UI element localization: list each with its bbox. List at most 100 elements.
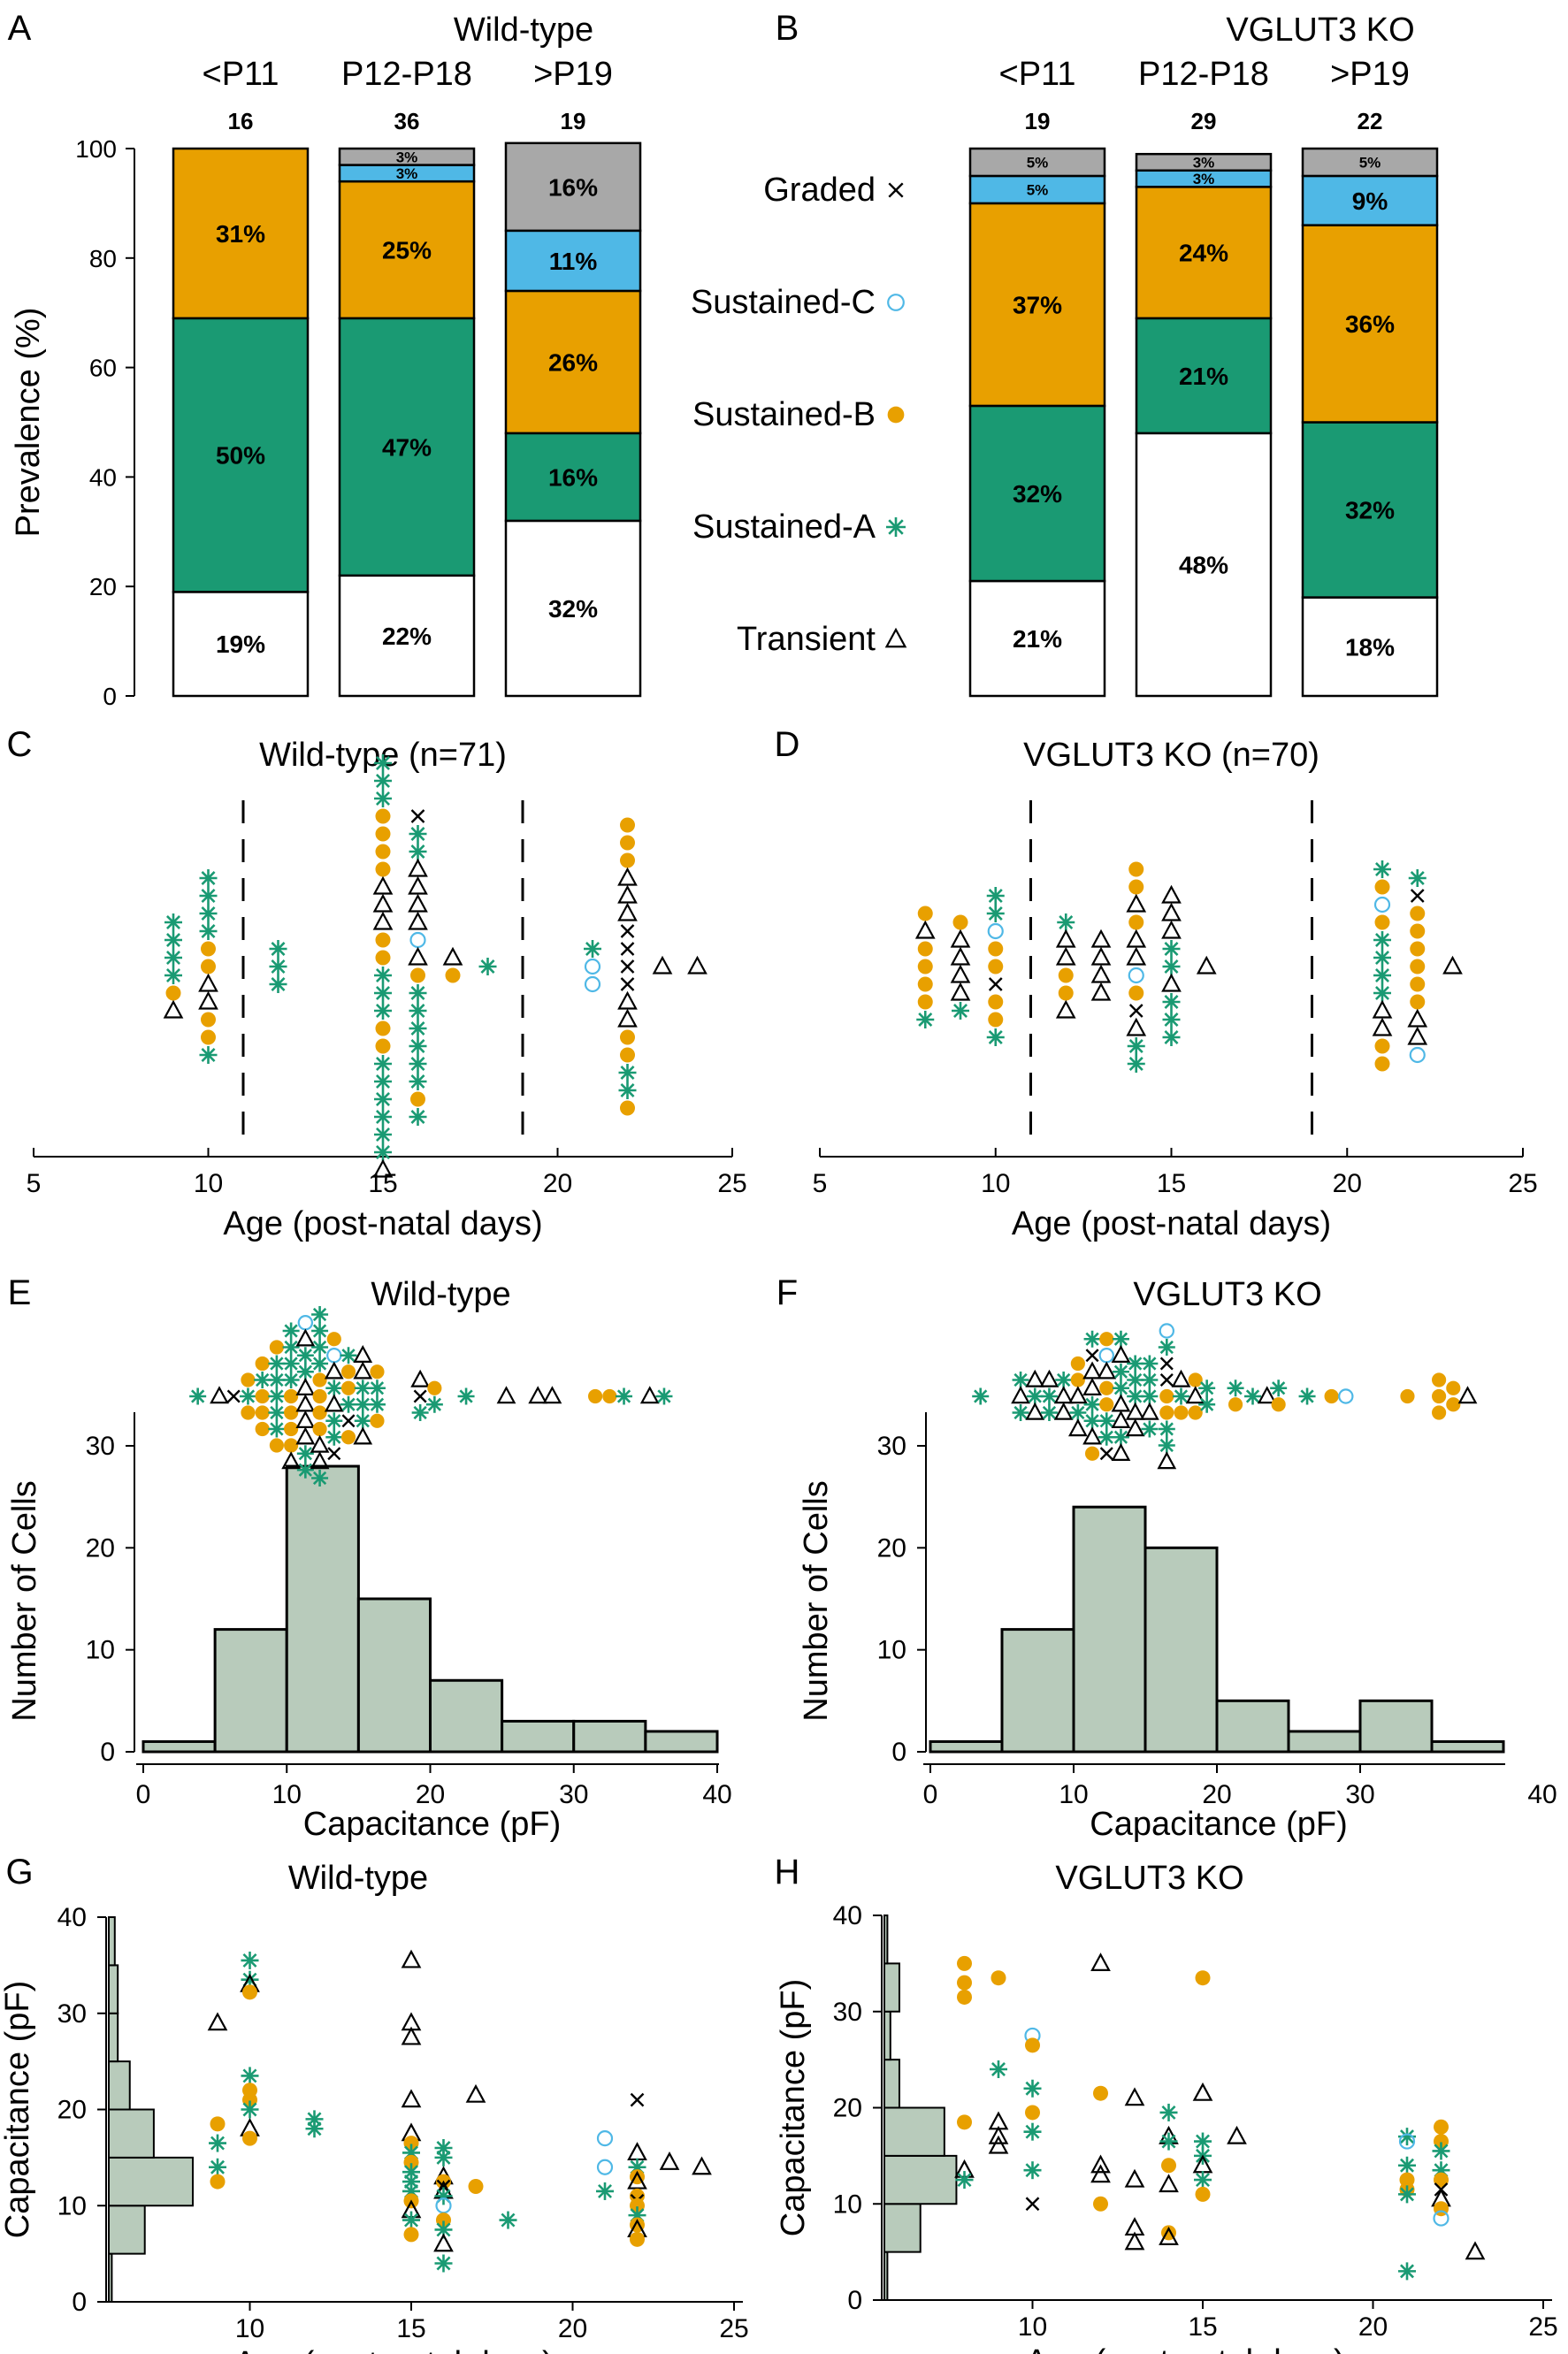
sustained-a-marker xyxy=(374,1108,392,1126)
sustained-a-marker xyxy=(1112,1380,1129,1397)
triangle-shape xyxy=(401,2089,422,2108)
triangle-shape xyxy=(401,2026,422,2045)
sustained-b-marker xyxy=(1324,1388,1339,1404)
dot-shape xyxy=(1374,879,1390,895)
sustained-a-marker xyxy=(434,2148,453,2167)
y-tick-label: 20 xyxy=(57,2096,87,2125)
asterisk-stroke xyxy=(1025,2124,1040,2139)
transient-marker xyxy=(687,955,708,974)
sustained-a-marker xyxy=(241,1951,259,1969)
dot-shape xyxy=(1446,1380,1461,1395)
asterisk-stroke xyxy=(312,1471,327,1486)
age-column xyxy=(269,940,287,993)
triangle-shape xyxy=(1126,893,1147,913)
segment-sustained-c xyxy=(968,174,1106,205)
marginal-histogram-bar xyxy=(883,2251,889,2301)
triangle-shape xyxy=(372,875,394,895)
y-tick-label: 0 xyxy=(891,1738,906,1767)
asterisk-stroke xyxy=(1272,1381,1286,1395)
marginal-histogram-bar xyxy=(108,2060,131,2111)
transient-marker xyxy=(950,946,971,966)
sustained-a-marker xyxy=(325,1428,343,1446)
marginal-histogram-bar xyxy=(883,1915,889,1965)
sustained-b-marker xyxy=(957,1975,972,1991)
panel-f-histogram: VGLUT3 KO 0 10 20 30 Number of Cells 0 10 20 30 40… xyxy=(798,1276,1557,1843)
segment-label: 21% xyxy=(1179,363,1228,390)
circle-shape xyxy=(887,294,905,311)
panel-b-stacked-bars: VGLUT3 KO <P11 19 21% 32% 37% 5% 5% P12-P18 29 48%… xyxy=(968,11,1439,698)
asterisk-stroke xyxy=(598,2183,612,2198)
sustained-b-marker xyxy=(375,950,391,966)
sustained-b-marker xyxy=(917,906,933,921)
segment-label: 26% xyxy=(548,348,598,376)
asterisk-stroke xyxy=(436,2256,451,2271)
graded-marker xyxy=(226,1389,241,1403)
asterisk-stroke xyxy=(1164,942,1179,956)
swarm-column xyxy=(639,1386,660,1404)
dot-shape xyxy=(917,906,933,921)
asterisk-stroke xyxy=(888,519,904,535)
sustained-b-marker xyxy=(1025,2037,1040,2053)
transient-marker xyxy=(627,2170,647,2190)
asterisk-stroke xyxy=(201,871,216,885)
sustained-b-marker xyxy=(1128,985,1144,1001)
dot-shape xyxy=(241,1372,256,1387)
dot-shape xyxy=(370,1364,385,1380)
asterisk-stroke xyxy=(370,1397,385,1411)
asterisk-stroke xyxy=(436,2150,451,2165)
dot-shape xyxy=(403,2227,419,2243)
cell-count: 19 xyxy=(1025,108,1051,134)
asterisk-stroke xyxy=(327,1414,341,1428)
asterisk-stroke xyxy=(410,1039,425,1053)
segment-label: 16% xyxy=(548,463,598,491)
sustained-a-marker xyxy=(374,967,392,984)
swarm-column xyxy=(1185,1372,1205,1420)
x-tick-label: 15 xyxy=(396,2314,425,2343)
segment-sustained-b xyxy=(172,147,310,320)
transient-marker xyxy=(1025,1402,1045,1420)
dot-shape xyxy=(269,1340,284,1355)
triangle-shape xyxy=(1192,2082,1213,2101)
sustained-b-marker xyxy=(1188,1405,1203,1420)
swarm-column xyxy=(1446,1380,1461,1412)
sustained-b-marker xyxy=(952,914,968,930)
asterisk-stroke xyxy=(620,1066,635,1080)
panel-label-g: G xyxy=(5,1853,33,1892)
graded-marker xyxy=(1128,1004,1143,1018)
triangle-shape xyxy=(1090,2164,1111,2183)
age-column xyxy=(163,913,184,1019)
sustained-a-marker xyxy=(955,2171,974,2190)
graded-marker xyxy=(620,942,635,956)
asterisk-stroke xyxy=(1375,968,1389,982)
transient-marker xyxy=(950,964,971,983)
dot-shape xyxy=(375,1038,391,1054)
asterisk-stroke xyxy=(356,1381,370,1395)
sustained-b-marker xyxy=(957,1989,972,2005)
cross-stroke xyxy=(327,1447,341,1461)
x-tick-label: 25 xyxy=(1528,2312,1557,2342)
scatter-points xyxy=(207,1949,712,2273)
sustained-b-marker xyxy=(370,1413,385,1428)
transient-marker xyxy=(163,999,184,1019)
asterisk-stroke xyxy=(312,1357,327,1371)
asterisk-stroke xyxy=(201,924,216,938)
sustained-b-marker xyxy=(375,1038,391,1054)
sustained-a-marker xyxy=(1141,1387,1159,1405)
legend-label-sustained-b: Sustained-B xyxy=(692,396,876,433)
sustained-b-marker xyxy=(630,2231,645,2247)
sustained-a-marker xyxy=(254,1372,272,1388)
sustained-a-marker xyxy=(1162,958,1181,975)
transient-marker xyxy=(1090,946,1112,966)
sustained-c-marker xyxy=(596,2159,614,2175)
cross-stroke xyxy=(1085,1349,1099,1363)
dot-shape xyxy=(988,1012,1004,1028)
asterisk-stroke xyxy=(410,827,425,841)
sustained-b-marker xyxy=(255,1388,270,1404)
asterisk-stroke xyxy=(1228,1381,1243,1395)
asterisk-stroke xyxy=(1028,1389,1042,1403)
dot-shape xyxy=(1099,1380,1114,1395)
circle-shape xyxy=(1373,896,1391,913)
x-axis-label: Age (post-natal days) xyxy=(233,2345,553,2354)
triangle-shape xyxy=(442,946,463,966)
